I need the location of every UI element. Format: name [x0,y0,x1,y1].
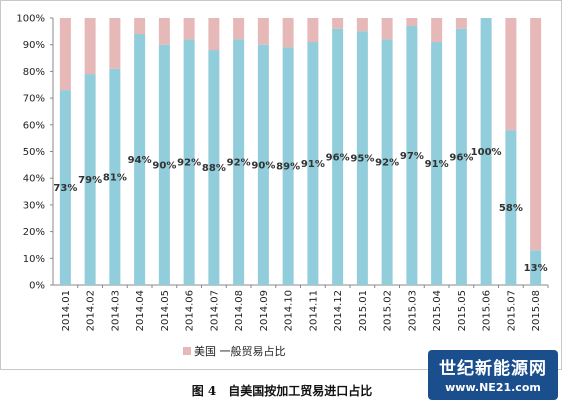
x-tick-label: 2015.04 [432,290,443,331]
x-tick-label: 2014.10 [284,290,295,331]
x-tick-label: 2015.02 [383,290,394,331]
data-label: 92% [375,158,399,169]
watermark-logo: 世纪新能源网 www.NE21.com [428,350,558,400]
bar-general-trade [505,18,517,131]
data-label: 97% [400,151,424,162]
data-label: 90% [152,160,176,171]
bar-processing-trade [109,68,121,285]
watermark-title: 世纪新能源网 [439,359,547,379]
data-label: 92% [177,158,201,169]
y-tick-label: 0% [29,281,45,292]
bar-general-trade [530,18,542,251]
data-label: 94% [128,155,152,166]
bar-general-trade [307,18,319,43]
bar-processing-trade [406,26,418,285]
y-tick-label: 60% [23,120,45,131]
bar-processing-trade [208,50,220,285]
chart: 0% 10% 20% 30% 40% 50% 60% 70% 80% 90% 100% 73% 2014… [16,14,549,331]
bar-processing-trade [530,250,542,285]
x-tick-label: 2014.09 [259,290,270,331]
bar-processing-trade [307,42,319,285]
bar-processing-trade [455,28,467,286]
data-label: 90% [251,160,275,171]
x-tick-label: 2015.06 [482,290,493,331]
x-tick-label: 2014.08 [234,290,245,331]
data-label: 91% [301,159,325,170]
x-tick-label: 2014.07 [209,290,220,331]
y-tick-label: 20% [23,227,45,238]
bar-general-trade [233,18,245,40]
bar-general-trade [257,18,269,45]
bar-general-trade [158,18,170,45]
data-label: 13% [524,263,548,274]
data-label: 58% [499,203,523,214]
legend-swatch [183,347,191,355]
data-label: 88% [202,163,226,174]
data-label: 92% [227,158,251,169]
y-tick-label: 70% [23,94,45,105]
x-tick-label: 2015.03 [407,290,418,331]
x-tick-label: 2014.11 [308,290,319,331]
data-label: 89% [276,162,300,173]
x-tick-label: 2014.02 [86,290,97,331]
bar-general-trade [381,18,393,40]
x-tick-label: 2014.06 [185,290,196,331]
x-tick-label: 2015.07 [506,290,517,331]
bar-processing-trade [257,44,269,286]
bar-general-trade [183,18,195,40]
bar-general-trade [406,18,418,27]
data-label: 96% [449,152,473,163]
bar-general-trade [109,18,121,69]
bar-processing-trade [356,31,368,285]
y-tick-label: 50% [23,147,45,158]
bar-processing-trade [158,44,170,286]
bar-processing-trade [282,47,294,286]
figure-caption: 图 4 自美国按加工贸易进口占比 [191,384,373,398]
bar-processing-trade [332,28,344,286]
bar-processing-trade [59,90,71,285]
bar-general-trade [332,18,344,29]
chart-frame [0,0,562,370]
data-label: 73% [53,183,77,194]
x-tick-label: 2014.01 [61,290,72,331]
bar-processing-trade [84,74,96,285]
bar-general-trade [431,18,443,43]
data-label: 95% [350,154,374,165]
y-tick-label: 100% [16,14,45,25]
bar-general-trade [84,18,96,75]
x-tick-label: 2015.01 [358,290,369,331]
bar-processing-trade [480,18,492,285]
y-tick-label: 90% [23,40,45,51]
bar-processing-trade [134,34,146,285]
x-tick-label: 2014.04 [135,290,146,331]
bar-processing-trade [505,130,517,285]
x-tick-label: 2014.12 [333,290,344,331]
bar-general-trade [282,18,294,48]
bar-general-trade [208,18,220,51]
x-tick-label: 2015.05 [457,290,468,331]
y-tick-label: 80% [23,67,45,78]
data-label: 96% [326,152,350,163]
x-tick-label: 2014.05 [160,290,171,331]
data-label: 81% [103,172,127,183]
bar-processing-trade [381,39,393,285]
bar-general-trade [455,18,467,29]
y-tick-label: 40% [23,174,45,185]
legend-label: 美国 一般贸易占比 [194,345,286,358]
watermark-url: www.NE21.com [445,381,541,394]
bar-general-trade [356,18,368,32]
bar-processing-trade [431,42,443,285]
x-tick-label: 2015.08 [531,290,542,331]
x-tick-label: 2014.03 [110,290,121,331]
bar-processing-trade [233,39,245,285]
data-label: 79% [78,175,102,186]
data-label: 91% [425,159,449,170]
bar-processing-trade [183,39,195,285]
y-tick-label: 10% [23,254,45,265]
data-label: 100% [471,147,502,158]
bar-general-trade [134,18,146,35]
y-tick-label: 30% [23,200,45,211]
legend: 美国 一般贸易占比 [183,343,286,359]
bar-general-trade [59,18,71,91]
